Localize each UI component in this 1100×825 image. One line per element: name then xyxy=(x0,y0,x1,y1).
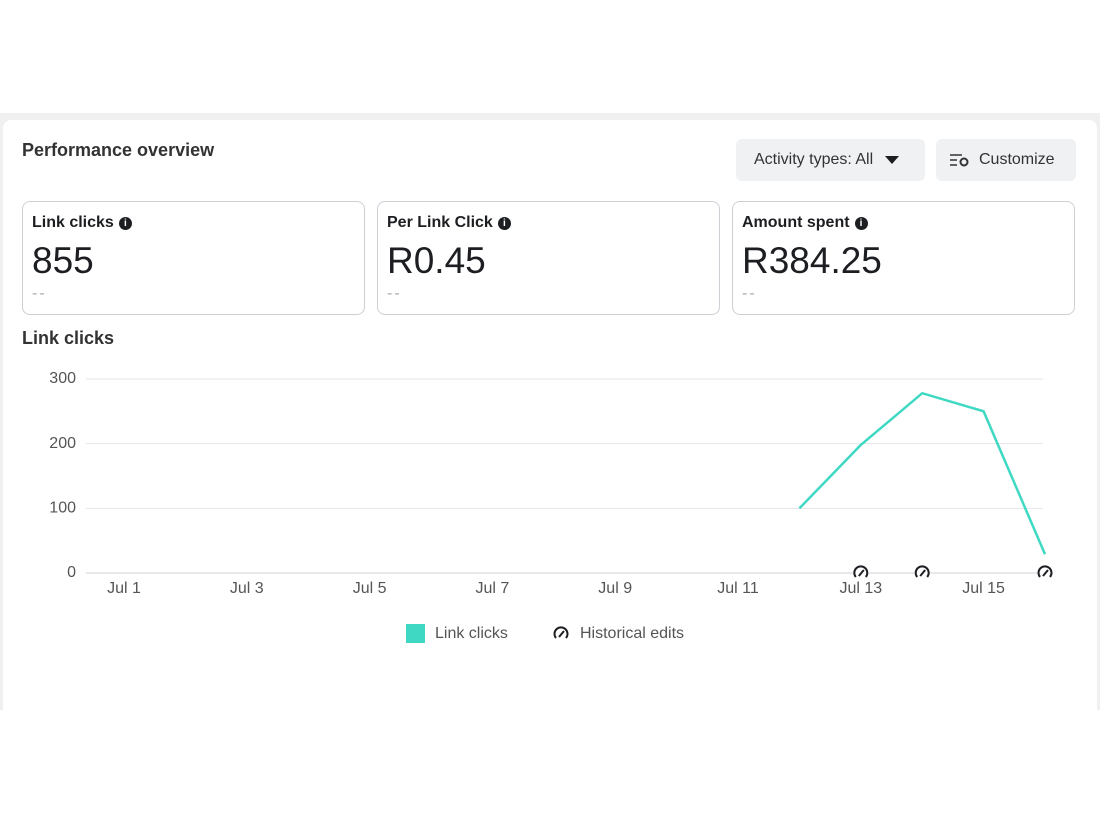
activity-button[interactable]: Activity types: All xyxy=(736,139,925,181)
dropdown-icon xyxy=(885,156,900,164)
chart-title: Link clicks xyxy=(22,328,115,348)
edit-marker xyxy=(914,565,931,581)
metric-value: R384.25 xyxy=(742,240,882,281)
metric-change: -- xyxy=(387,285,402,302)
metric-card: Per Link Click i R0.45 -- xyxy=(377,201,720,315)
legend-label: Link clicks xyxy=(435,625,508,642)
legend-swatch xyxy=(406,624,425,643)
customize-button[interactable]: Customize xyxy=(936,139,1076,181)
metric-change: -- xyxy=(742,285,757,302)
y-tick-label: 100 xyxy=(49,500,76,517)
metric-value: 855 xyxy=(32,240,94,281)
metric-card: Link clicks i 855 -- xyxy=(22,201,365,315)
legend-icon xyxy=(553,626,569,642)
panel xyxy=(3,120,1097,710)
metric-label: Per Link Click xyxy=(387,214,493,231)
metric-label: Amount spent xyxy=(742,214,850,231)
edit-marker-needle xyxy=(919,569,926,577)
edit-marker-ring xyxy=(553,626,569,639)
edit-marker-needle xyxy=(558,630,565,638)
y-tick-label: 200 xyxy=(49,435,76,452)
x-tick-label: Jul 7 xyxy=(476,580,510,597)
x-tick-label: Jul 15 xyxy=(962,580,1005,597)
x-tick-label: Jul 9 xyxy=(598,580,632,597)
edit-marker-needle xyxy=(1042,569,1049,577)
x-tick-label: Jul 11 xyxy=(717,580,759,597)
x-tick-label: Jul 13 xyxy=(839,580,882,597)
x-tick-label: Jul 3 xyxy=(230,580,264,597)
metric-change: -- xyxy=(32,285,47,302)
edit-marker-needle xyxy=(858,569,865,577)
y-tick-label: 0 xyxy=(67,564,76,581)
edit-marker-ring xyxy=(914,565,930,578)
legend-label: Historical edits xyxy=(580,625,684,642)
metric-value: R0.45 xyxy=(387,240,486,281)
y-tick-label: 300 xyxy=(49,370,76,387)
x-tick-label: Jul 5 xyxy=(353,580,387,597)
metric-card: Amount spent i R384.25 -- xyxy=(732,201,1075,315)
edit-marker xyxy=(852,565,869,581)
edit-marker-ring xyxy=(853,565,869,578)
edit-marker-ring xyxy=(1037,565,1053,578)
x-tick-label: Jul 1 xyxy=(107,580,141,597)
button-label: Customize xyxy=(979,151,1055,168)
button-label: Activity types: All xyxy=(754,151,874,168)
line xyxy=(798,391,1047,555)
panel-title: Performance overview xyxy=(22,140,215,160)
metric-label: Link clicks xyxy=(32,214,114,231)
edit-marker xyxy=(1037,565,1053,581)
customize-icon xyxy=(950,154,969,167)
